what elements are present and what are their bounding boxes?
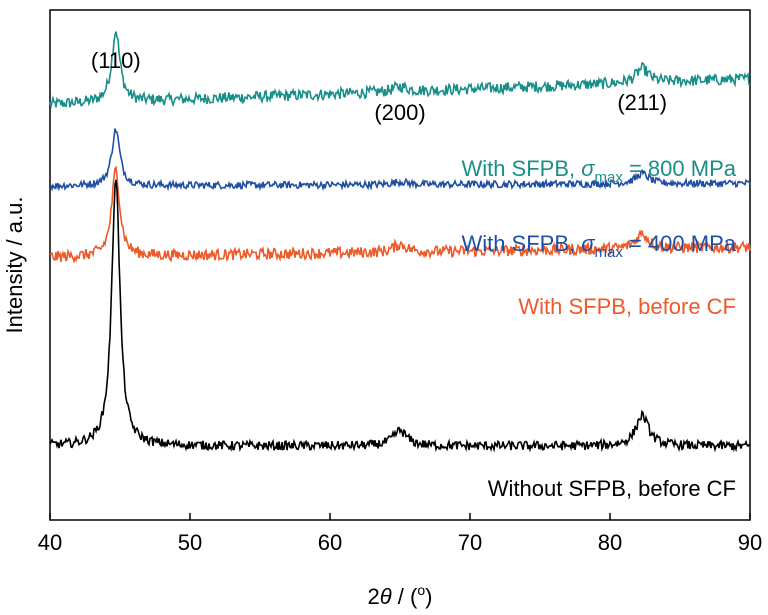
peak-annotations: (110) (200) (211) <box>91 48 667 125</box>
series-layer <box>49 31 751 453</box>
series-label: With SFPB, σmax = 400 MPa <box>461 231 736 261</box>
y-axis-label: Intensity / a.u. <box>2 197 27 334</box>
x-tick-label: 60 <box>318 530 342 555</box>
series-line-1 <box>49 128 751 192</box>
series-label: With SFPB, σmax = 800 MPa <box>461 156 736 186</box>
x-tick-label: 40 <box>38 530 62 555</box>
series-line-0 <box>49 31 751 110</box>
x-axis-ticks: 40 50 60 70 80 90 <box>38 513 762 555</box>
x-axis-label: 2θ / (o) <box>368 582 433 609</box>
x-tick-label: 80 <box>598 530 622 555</box>
series-label: With SFPB, before CF <box>518 294 736 319</box>
plot-frame <box>49 9 751 521</box>
x-tick-label: 50 <box>178 530 202 555</box>
series-label: Without SFPB, before CF <box>488 476 736 501</box>
series-line-3 <box>49 179 751 453</box>
x-tick-label: 90 <box>738 530 762 555</box>
peak-label: (110) <box>91 48 141 73</box>
peak-label: (211) <box>617 90 667 115</box>
x-tick-label: 70 <box>458 530 482 555</box>
series-line-2 <box>49 165 751 264</box>
series-labels: With SFPB, σmax = 800 MPa With SFPB, σmax… <box>461 156 736 501</box>
peak-label: (200) <box>374 100 425 125</box>
